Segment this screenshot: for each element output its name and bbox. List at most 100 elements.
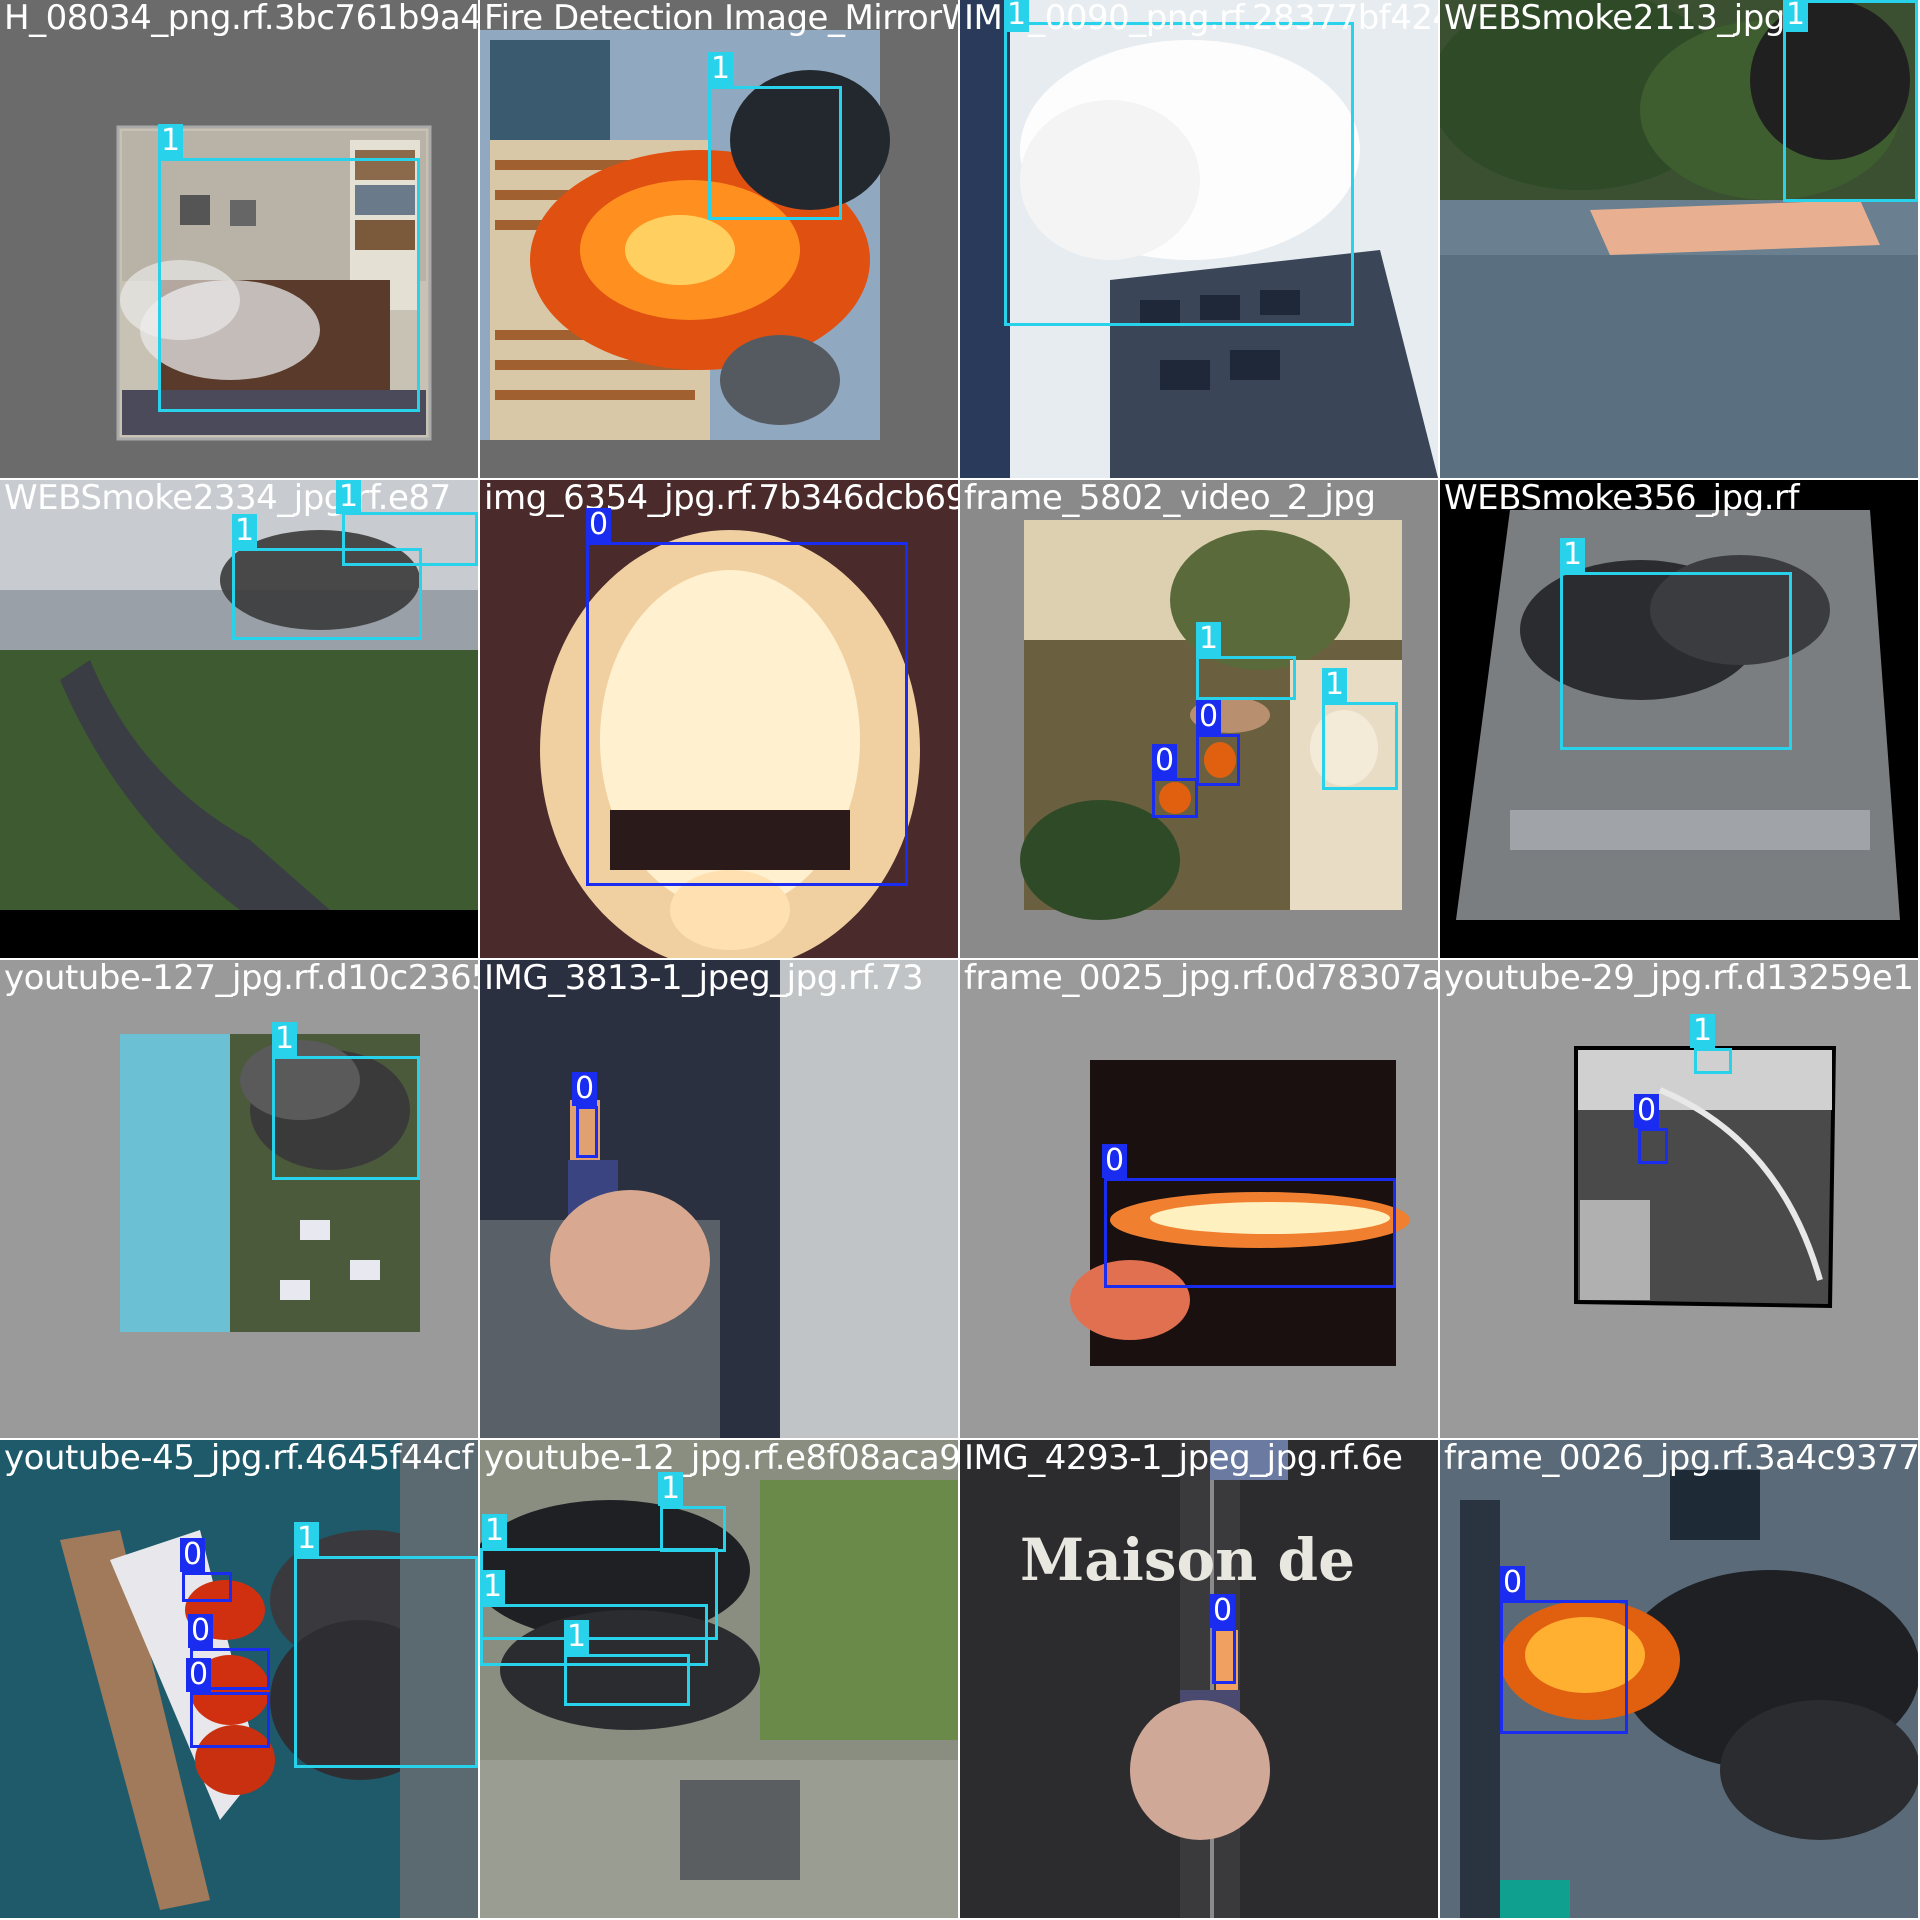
bbox-class-1	[1694, 1048, 1732, 1074]
bbox-class-1	[342, 512, 478, 566]
class-label: 0	[1634, 1094, 1660, 1128]
scene-image	[1440, 0, 1918, 478]
bbox-class-0	[1212, 1628, 1236, 1684]
class-label: 0	[1102, 1144, 1128, 1178]
scene-image: Maison de	[960, 1440, 1438, 1918]
tile-15: 0 frame_0026_jpg.rf.3a4c93772	[1440, 1440, 1918, 1918]
tile-7: 1 WEBSmoke356_jpg.rf	[1440, 480, 1918, 958]
filename-label: frame_0025_jpg.rf.0d78307a7	[964, 960, 1438, 998]
bbox-class-1	[564, 1654, 690, 1706]
scene-image	[0, 480, 478, 958]
bbox-class-0	[182, 1572, 232, 1602]
scene-image	[480, 1440, 958, 1918]
bbox-class-1	[158, 158, 420, 412]
bbox-class-0	[586, 542, 908, 886]
tile-5: 0 img_6354_jpg.rf.7b346dcb69fe85f6d840	[480, 480, 958, 958]
bbox-class-1	[294, 1556, 478, 1768]
tile-1: 1 Fire Detection Image_MirrorWM_F1030	[480, 0, 958, 478]
filename-label: img_6354_jpg.rf.7b346dcb69fe85f6d840	[484, 480, 958, 518]
bbox-class-1	[660, 1506, 726, 1552]
scene-image	[480, 30, 890, 440]
tile-6: 1 1 0 0 frame_5802_video_2_jpg	[960, 480, 1438, 958]
hoodie-print: Maison de	[1020, 1526, 1355, 1594]
class-label: 1	[482, 1514, 508, 1548]
bbox-class-1	[1783, 0, 1918, 202]
tile-2: 1 IMG_0090_png.rf.28377bf424d09e34e5f3bc…	[960, 0, 1438, 478]
scene-image	[1574, 1046, 1836, 1308]
class-label: 1	[1690, 1014, 1716, 1048]
class-label: 1	[564, 1620, 590, 1654]
tile-8: 1 youtube-127_jpg.rf.d10c2365b2e638	[0, 960, 478, 1438]
filename-label: youtube-127_jpg.rf.d10c2365b2e638	[4, 960, 478, 998]
bbox-class-1	[1322, 702, 1398, 790]
bbox-class-1	[1560, 572, 1792, 750]
bbox-class-0	[1500, 1600, 1628, 1734]
bbox-class-1	[232, 548, 422, 640]
bbox-class-0	[1638, 1128, 1668, 1164]
class-label: 0	[1210, 1594, 1236, 1628]
tile-0: 1 H_08034_png.rf.3bc761b9a4f1073efe9b2bb…	[0, 0, 478, 478]
scene-image	[480, 480, 958, 958]
class-label: 0	[1196, 700, 1222, 734]
class-label: 1	[1783, 0, 1809, 32]
filename-label: frame_0026_jpg.rf.3a4c93772	[1444, 1440, 1918, 1478]
class-label: 0	[188, 1614, 214, 1648]
filename-label: IMG_0090_png.rf.28377bf424d09e34e5f3bc8	[964, 0, 1438, 38]
tile-10: 0 frame_0025_jpg.rf.0d78307a7	[960, 960, 1438, 1438]
tile-12: 1 0 0 0 youtube-45_jpg.rf.4645f44cf	[0, 1440, 478, 1918]
filename-label: Fire Detection Image_MirrorWM_F1030	[484, 0, 958, 38]
scene-image	[1070, 1060, 1410, 1366]
scene-image	[0, 1440, 478, 1918]
class-label: 1	[158, 124, 184, 158]
class-label: 0	[1500, 1566, 1526, 1600]
class-label: 1	[232, 514, 258, 548]
class-label: 0	[572, 1072, 598, 1106]
filename-label: WEBSmoke356_jpg.rf	[1444, 480, 1800, 518]
filename-label: frame_5802_video_2_jpg	[964, 480, 1376, 518]
class-label: 0	[586, 508, 612, 542]
class-label: 0	[180, 1538, 206, 1572]
class-label: 1	[1560, 538, 1586, 572]
bbox-class-0	[576, 1106, 598, 1158]
filename-label: IMG_4293-1_jpeg_jpg.rf.6e	[964, 1440, 1403, 1478]
tile-11: 1 0 youtube-29_jpg.rf.d13259e1	[1440, 960, 1918, 1438]
tile-3: 1 WEBSmoke2113_jpg.	[1440, 0, 1918, 478]
bbox-class-1	[1196, 656, 1296, 700]
class-label: 1	[336, 480, 362, 514]
bbox-class-0	[190, 1692, 270, 1748]
scene-image	[1440, 480, 1918, 958]
tile-9: 0 IMG_3813-1_jpeg_jpg.rf.73	[480, 960, 958, 1438]
class-label: 1	[708, 52, 734, 86]
filename-label: youtube-12_jpg.rf.e8f08aca9	[484, 1440, 958, 1478]
tile-4: 1 1 WEBSmoke2334_jpg.rf.e87	[0, 480, 478, 958]
bbox-class-0	[1104, 1178, 1396, 1288]
bbox-class-1	[1004, 22, 1354, 326]
filename-label: youtube-45_jpg.rf.4645f44cf	[4, 1440, 474, 1478]
bbox-class-1	[272, 1056, 420, 1180]
scene-image	[120, 1034, 420, 1332]
filename-label: WEBSmoke2334_jpg.rf.e87	[4, 480, 451, 518]
class-label: 0	[186, 1658, 212, 1692]
filename-label: youtube-29_jpg.rf.d13259e1	[1444, 960, 1914, 998]
scene-image	[480, 960, 958, 1438]
bbox-class-0	[1196, 734, 1240, 786]
class-label: 1	[1322, 668, 1348, 702]
scene-image	[1440, 1440, 1918, 1918]
filename-label: IMG_3813-1_jpeg_jpg.rf.73	[484, 960, 924, 998]
class-label: 1	[658, 1472, 684, 1506]
tile-14: Maison de 0 IMG_4293-1_jpeg_jpg.rf.6e	[960, 1440, 1438, 1918]
class-label: 1	[272, 1022, 298, 1056]
bbox-class-1	[708, 86, 842, 220]
class-label: 1	[480, 1570, 506, 1604]
class-label: 1	[1004, 0, 1030, 32]
class-label: 0	[1152, 744, 1178, 778]
filename-label: WEBSmoke2113_jpg.	[1444, 0, 1796, 38]
scene-image	[960, 0, 1438, 478]
filename-label: H_08034_png.rf.3bc761b9a4f1073efe9b2bb14…	[4, 0, 478, 38]
bbox-class-0	[1152, 778, 1198, 818]
class-label: 1	[294, 1522, 320, 1556]
bbox-class-1	[480, 1604, 708, 1666]
class-label: 1	[1196, 622, 1222, 656]
tile-13: 1 1 1 1 youtube-12_jpg.rf.e8f08aca9	[480, 1440, 958, 1918]
